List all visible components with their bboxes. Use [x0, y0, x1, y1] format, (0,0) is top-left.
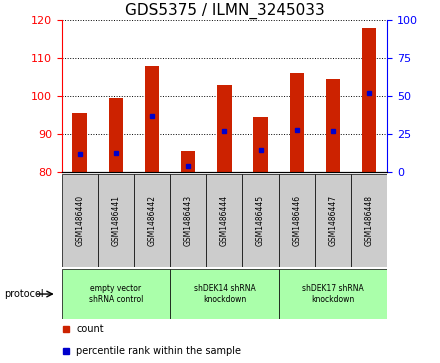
Text: GSM1486447: GSM1486447	[328, 195, 337, 246]
Bar	[326, 79, 340, 172]
Bar	[242, 174, 279, 267]
Bar	[62, 269, 170, 319]
Bar	[62, 174, 98, 267]
Bar	[253, 117, 268, 172]
Bar	[134, 174, 170, 267]
Text: shDEK17 shRNA
knockdown: shDEK17 shRNA knockdown	[302, 284, 364, 304]
Text: GSM1486440: GSM1486440	[75, 195, 84, 246]
Bar	[351, 174, 387, 267]
Bar	[145, 66, 159, 172]
Text: GSM1486448: GSM1486448	[365, 195, 374, 246]
Bar	[170, 269, 279, 319]
Bar	[290, 73, 304, 172]
Bar	[315, 174, 351, 267]
Bar	[98, 174, 134, 267]
Bar	[206, 174, 242, 267]
Bar	[181, 151, 195, 172]
Bar	[109, 98, 123, 172]
Text: GSM1486444: GSM1486444	[220, 195, 229, 246]
Bar	[170, 174, 206, 267]
Text: empty vector
shRNA control: empty vector shRNA control	[89, 284, 143, 304]
Text: GSM1486443: GSM1486443	[184, 195, 193, 246]
Text: count: count	[76, 325, 104, 334]
Text: GSM1486442: GSM1486442	[147, 195, 157, 246]
Bar	[362, 28, 376, 172]
Bar	[217, 85, 231, 172]
Text: GSM1486446: GSM1486446	[292, 195, 301, 246]
Text: shDEK14 shRNA
knockdown: shDEK14 shRNA knockdown	[194, 284, 255, 304]
Text: GSM1486441: GSM1486441	[111, 195, 121, 246]
Text: protocol: protocol	[4, 289, 44, 299]
Bar	[73, 113, 87, 172]
Bar	[279, 269, 387, 319]
Bar	[279, 174, 315, 267]
Text: GSM1486445: GSM1486445	[256, 195, 265, 246]
Title: GDS5375 / ILMN_3245033: GDS5375 / ILMN_3245033	[125, 3, 324, 19]
Text: percentile rank within the sample: percentile rank within the sample	[76, 346, 241, 356]
